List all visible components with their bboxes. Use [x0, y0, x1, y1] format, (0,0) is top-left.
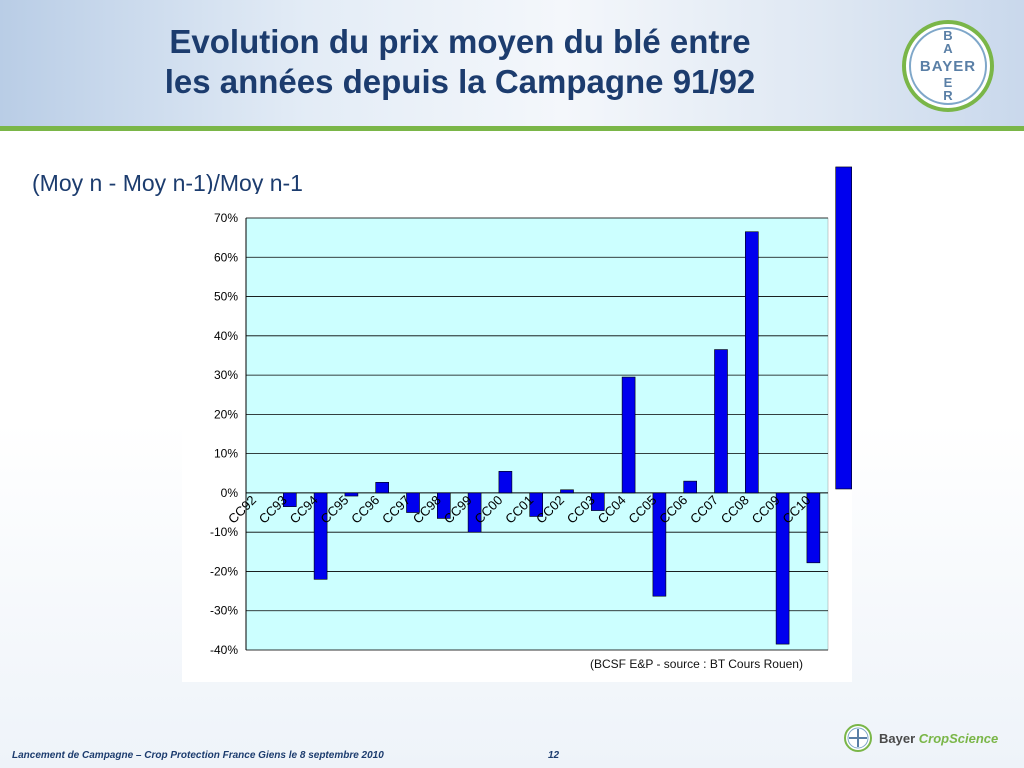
brand-division: CropScience [918, 730, 999, 746]
bar-chart: 70% 60% 50% 40% 30% 20% 10% 0% -10% -20% -30% -40% … [182, 160, 852, 682]
bar [835, 166, 852, 490]
bar [467, 492, 482, 533]
bar [806, 492, 821, 564]
svg-text:R: R [943, 88, 953, 103]
svg-text:BAYER: BAYER [920, 58, 976, 75]
bar [590, 492, 605, 511]
y-tick-label: 60% [214, 250, 238, 264]
y-tick-label: 50% [214, 290, 238, 304]
slide-title: Evolution du prix moyen du blé entre les… [60, 22, 860, 102]
svg-text:A: A [943, 41, 953, 56]
bar [714, 349, 728, 494]
source-note: (BCSF E&P - source : BT Cours Rouen) [590, 657, 803, 671]
bayer-small-logo-icon [844, 724, 872, 752]
header-divider [0, 126, 1024, 131]
svg-text:E: E [944, 75, 953, 90]
page-number: 12 [548, 750, 560, 761]
bar [313, 492, 328, 580]
y-tick-label: 10% [214, 447, 238, 461]
y-tick-label: 0% [221, 486, 239, 500]
y-tick-label: -40% [210, 643, 238, 657]
bar [375, 482, 389, 494]
bar [560, 489, 574, 494]
bar [406, 492, 420, 513]
bayer-cropscience-brand: Bayer CropScience [843, 714, 1013, 762]
bar-chart-svg: 70%60%50%40%30%20%10%0%-10%-20%-30%-40% … [182, 166, 852, 682]
y-tick-label: 40% [214, 329, 238, 343]
bar [683, 480, 698, 494]
brand-name: Bayer [879, 730, 916, 746]
y-tick-label: 30% [214, 368, 238, 382]
y-tick-label: 70% [214, 211, 238, 225]
y-axis-ticks: 70% 60% 50% 40% 30% 20% 10% 0% -10% -20% -30% -40% [210, 211, 247, 657]
slide-header [0, 0, 1024, 127]
bars [283, 166, 852, 645]
bar [437, 492, 451, 519]
bar [744, 231, 759, 494]
plot-area [245, 217, 829, 651]
chart-subtitle: (Moy n - Moy n-1)/Moy n-1 [32, 170, 303, 196]
y-tick-label: -30% [210, 604, 238, 618]
y-tick-label: 20% [214, 407, 238, 421]
bar [621, 376, 636, 494]
slide-title-line-2: les années depuis la Campagne 91/92 [164, 63, 756, 100]
bar [652, 492, 667, 597]
bayer-cross-logo: B A BAYER E R [902, 20, 994, 112]
svg-text:B: B [943, 28, 952, 43]
bar [498, 471, 513, 494]
footer-text: Lancement de Campagne – Crop Protection … [12, 750, 384, 761]
bar [775, 492, 790, 645]
slide-title-line-1: Evolution du prix moyen du blé entre [169, 23, 751, 60]
y-tick-label: -20% [210, 564, 238, 578]
bar [283, 492, 297, 507]
bar [344, 492, 359, 497]
bar [529, 492, 544, 517]
y-tick-label: -10% [210, 525, 238, 539]
brand-text: Bayer CropScience [879, 731, 998, 746]
